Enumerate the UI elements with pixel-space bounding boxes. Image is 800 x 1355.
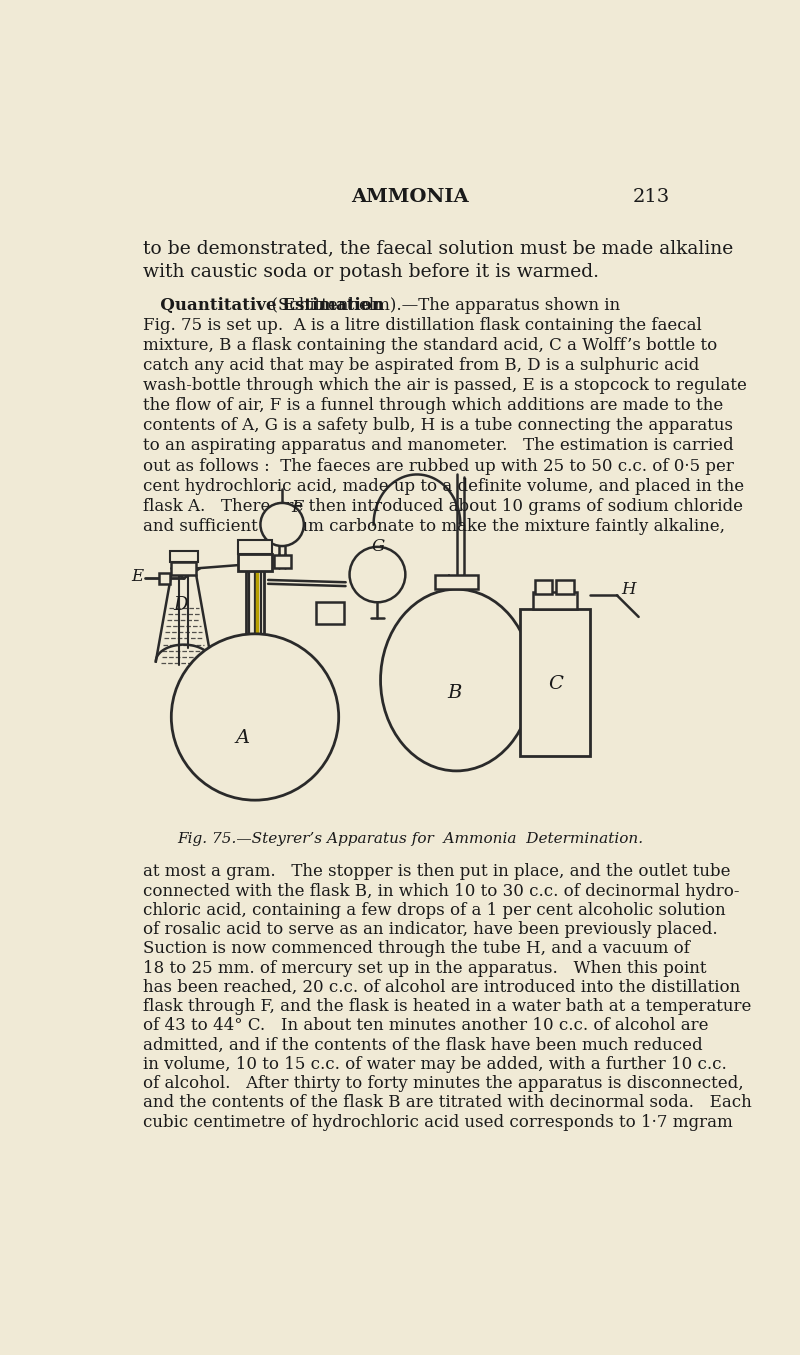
- Text: catch any acid that may be aspirated from B, D is a sulphuric acid: catch any acid that may be aspirated fro…: [142, 358, 699, 374]
- Text: in volume, 10 to 15 c.c. of water may be added, with a further 10 c.c.: in volume, 10 to 15 c.c. of water may be…: [142, 1056, 726, 1073]
- Bar: [238, 554, 272, 570]
- Bar: [274, 556, 290, 568]
- Text: (Schittenhelm).—The apparatus shown in: (Schittenhelm).—The apparatus shown in: [261, 297, 620, 314]
- Text: and sufficient sodium carbonate to make the mixture faintly alkaline,: and sufficient sodium carbonate to make …: [142, 518, 725, 535]
- Text: at most a gram.   The stopper is then put in place, and the outlet tube: at most a gram. The stopper is then put …: [142, 863, 730, 881]
- Text: connected with the flask B, in which 10 to 30 c.c. of decinormal hydro-: connected with the flask B, in which 10 …: [142, 882, 739, 900]
- Circle shape: [350, 547, 406, 602]
- Ellipse shape: [381, 589, 533, 771]
- Text: flask A.   There are then introduced about 10 grams of sodium chloride: flask A. There are then introduced about…: [142, 497, 742, 515]
- Text: and the contents of the flask B are titrated with decinormal soda.   Each: and the contents of the flask B are titr…: [142, 1095, 751, 1111]
- Text: 213: 213: [632, 188, 670, 206]
- Text: Fig. 75.—Steyrer’s Apparatus for  Ammonia  Determination.: Fig. 75.—Steyrer’s Apparatus for Ammonia…: [177, 832, 643, 847]
- Text: E: E: [131, 568, 143, 584]
- Text: G: G: [371, 538, 385, 554]
- Text: B: B: [447, 684, 462, 702]
- Text: AMMONIA: AMMONIA: [351, 188, 469, 206]
- Text: C: C: [549, 675, 563, 692]
- Text: cubic centimetre of hydrochloric acid used corresponds to 1·7 mgram: cubic centimetre of hydrochloric acid us…: [142, 1114, 732, 1130]
- Text: F: F: [291, 499, 303, 516]
- Text: the flow of air, F is a funnel through which additions are made to the: the flow of air, F is a funnel through w…: [142, 397, 723, 415]
- Text: out as follows :  The faeces are rubbed up with 25 to 50 c.c. of 0·5 per: out as follows : The faeces are rubbed u…: [142, 458, 734, 474]
- Bar: [435, 576, 478, 589]
- Text: H: H: [621, 581, 635, 599]
- Bar: [557, 580, 574, 593]
- Text: admitted, and if the contents of the flask have been much reduced: admitted, and if the contents of the fla…: [142, 1037, 702, 1054]
- Bar: [534, 580, 552, 593]
- Text: wash-bottle through which the air is passed, E is a stopcock to regulate: wash-bottle through which the air is pas…: [142, 378, 746, 394]
- Text: of alcohol.   After thirty to forty minutes the apparatus is disconnected,: of alcohol. After thirty to forty minute…: [142, 1075, 743, 1092]
- Text: of 43 to 44° C.   In about ten minutes another 10 c.c. of alcohol are: of 43 to 44° C. In about ten minutes ano…: [142, 1018, 708, 1034]
- Text: 18 to 25 mm. of mercury set up in the apparatus.   When this point: 18 to 25 mm. of mercury set up in the ap…: [142, 959, 706, 977]
- Text: Fig. 75 is set up.  A is a litre distillation flask containing the faecal: Fig. 75 is set up. A is a litre distilla…: [142, 317, 702, 335]
- Circle shape: [171, 634, 338, 801]
- Text: contents of A, G is a safety bulb, H is a tube connecting the apparatus: contents of A, G is a safety bulb, H is …: [142, 417, 733, 435]
- Text: A: A: [236, 729, 250, 747]
- Bar: [171, 562, 196, 575]
- Text: to be demonstrated, the faecal solution must be made alkaline: to be demonstrated, the faecal solution …: [142, 240, 733, 257]
- Text: mixture, B a flask containing the standard acid, C a Wolff’s bottle to: mixture, B a flask containing the standa…: [142, 337, 717, 355]
- Bar: [159, 573, 170, 584]
- Text: Suction is now commenced through the tube H, and a vacuum of: Suction is now commenced through the tub…: [142, 940, 690, 957]
- Text: chloric acid, containing a few drops of a 1 per cent alcoholic solution: chloric acid, containing a few drops of …: [142, 902, 726, 919]
- Bar: [316, 602, 344, 623]
- Text: cent hydrochloric acid, made up to a definite volume, and placed in the: cent hydrochloric acid, made up to a def…: [142, 477, 744, 495]
- Bar: [534, 592, 577, 610]
- Text: has been reached, 20 c.c. of alcohol are introduced into the distillation: has been reached, 20 c.c. of alcohol are…: [142, 978, 740, 996]
- Bar: [520, 610, 590, 756]
- Text: flask through F, and the flask is heated in a water bath at a temperature: flask through F, and the flask is heated…: [142, 999, 751, 1015]
- Circle shape: [261, 503, 304, 546]
- Text: Quantitative Estimation: Quantitative Estimation: [142, 297, 383, 314]
- Text: to an aspirating apparatus and manometer.   The estimation is carried: to an aspirating apparatus and manometer…: [142, 438, 734, 454]
- Bar: [238, 539, 272, 554]
- Text: of rosalic acid to serve as an indicator, have been previously placed.: of rosalic acid to serve as an indicator…: [142, 921, 718, 938]
- Bar: [170, 551, 198, 562]
- Text: with caustic soda or potash before it is warmed.: with caustic soda or potash before it is…: [142, 263, 598, 280]
- Text: D: D: [173, 596, 187, 614]
